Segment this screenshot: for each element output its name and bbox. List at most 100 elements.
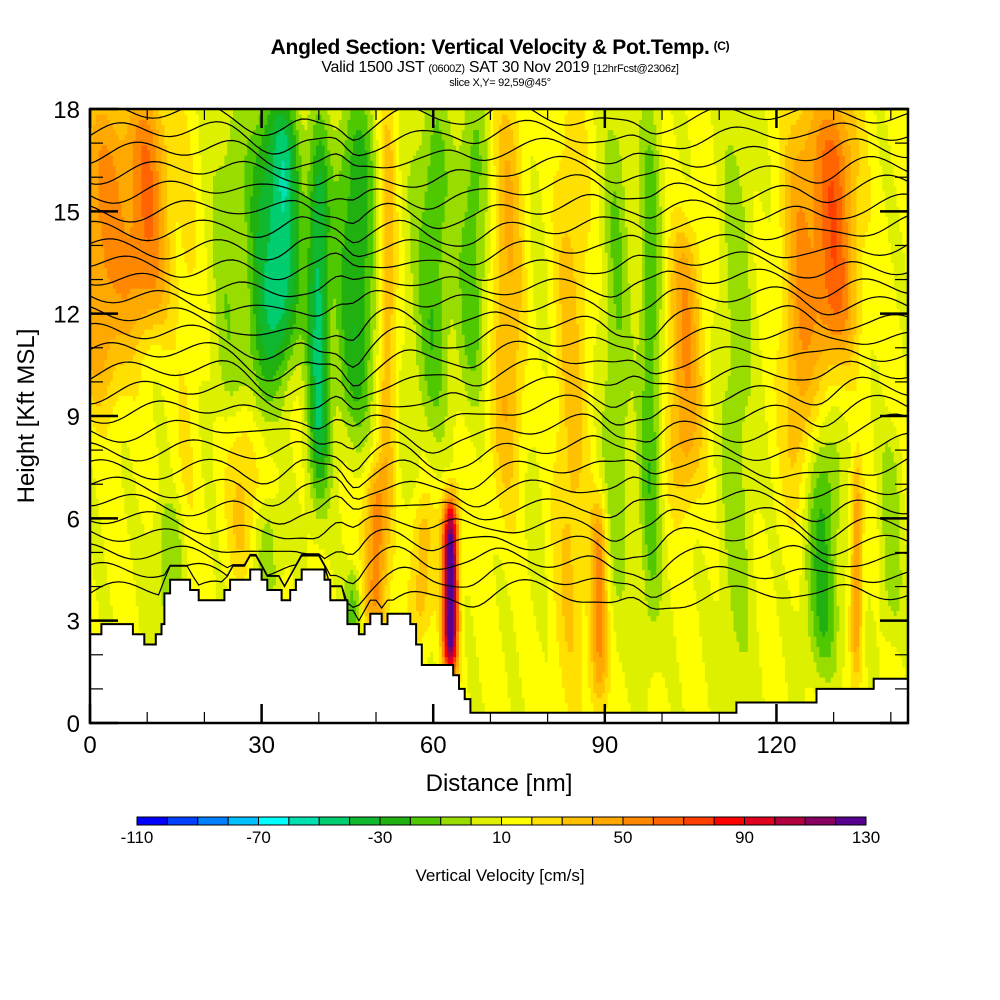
field-cell [353, 477, 357, 565]
field-cell [836, 451, 840, 530]
field-cell [813, 636, 818, 663]
field-cell [450, 482, 454, 494]
field-cell [361, 472, 366, 499]
field-cell [656, 615, 660, 673]
field-cell [604, 252, 609, 381]
field-cell [444, 109, 449, 171]
field-cell [190, 109, 194, 156]
field-cell [132, 109, 137, 141]
field-cell [753, 574, 758, 723]
field-cell [212, 482, 217, 576]
field-cell [813, 569, 818, 637]
field-cell [859, 451, 863, 494]
field-cell [687, 109, 692, 141]
field-cell [750, 109, 755, 723]
field-cell [130, 114, 134, 228]
field-cell [879, 109, 883, 166]
field-cell [639, 523, 643, 723]
field-cell [107, 109, 111, 120]
field-cell [424, 190, 429, 381]
field-cell [596, 518, 600, 540]
field-cell [321, 477, 326, 499]
field-cell [670, 610, 675, 723]
field-cell [190, 155, 194, 274]
field-cell [599, 549, 603, 658]
field-cell [699, 262, 703, 376]
field-cell [687, 221, 692, 243]
field-cell [141, 359, 145, 525]
field-cell [281, 359, 286, 376]
field-cell [836, 605, 840, 632]
field-cell [865, 109, 869, 131]
field-cell [559, 666, 563, 723]
field-cell [241, 385, 246, 407]
field-cell [273, 119, 277, 151]
field-cell [827, 119, 832, 141]
field-cell [561, 375, 566, 530]
field-cell [378, 492, 383, 545]
field-cell [273, 395, 277, 422]
field-cell [247, 109, 251, 141]
field-cell [461, 226, 466, 335]
field-cell [444, 502, 449, 509]
field-cell [247, 385, 251, 412]
field-cell [699, 446, 703, 499]
field-cell [667, 109, 672, 238]
y-tick-label: 12 [53, 302, 80, 329]
field-cell [570, 247, 574, 494]
field-cell [227, 139, 231, 305]
field-cell [273, 109, 277, 120]
field-cell [190, 508, 194, 606]
field-cell [676, 262, 680, 392]
field-cell [112, 369, 117, 407]
field-cell [350, 109, 354, 156]
field-cell [673, 109, 677, 136]
field-cell [144, 313, 148, 330]
field-cell [710, 124, 715, 325]
field-cell [642, 390, 646, 499]
field-cell [244, 221, 248, 386]
field-cell [556, 641, 560, 723]
field-cell [719, 109, 723, 723]
field-cell [762, 109, 766, 212]
field-cell [601, 528, 606, 560]
field-cell [536, 462, 540, 632]
field-cell [221, 109, 226, 166]
field-cell [499, 630, 503, 723]
field-cell [453, 636, 457, 647]
field-cell [604, 538, 609, 591]
field-cell [152, 421, 157, 514]
field-cell [805, 446, 809, 478]
field-cell [270, 206, 274, 330]
field-cell [699, 109, 703, 264]
field-cell [690, 226, 695, 253]
field-cell [327, 109, 331, 115]
field-cell [799, 395, 803, 443]
field-cell [696, 538, 700, 612]
field-cell [444, 497, 449, 504]
field-cell [233, 109, 237, 392]
field-cell [739, 651, 743, 719]
field-cell [121, 216, 125, 299]
field-cell [513, 431, 517, 535]
field-cell [215, 170, 220, 330]
field-cell [430, 308, 434, 351]
field-cell [867, 221, 872, 596]
field-cell [704, 564, 709, 683]
field-cell [530, 600, 534, 723]
field-cell [441, 109, 446, 141]
field-cell [110, 155, 114, 284]
field-cell [587, 109, 592, 166]
field-cell [313, 124, 317, 156]
field-cell [593, 426, 597, 484]
field-cell [516, 175, 520, 351]
field-cell [355, 400, 360, 427]
field-cell [461, 416, 466, 723]
field-cell [207, 380, 211, 530]
field-cell [873, 620, 878, 723]
field-cell [301, 339, 306, 381]
field-cell [473, 636, 477, 723]
field-cell [890, 610, 895, 647]
